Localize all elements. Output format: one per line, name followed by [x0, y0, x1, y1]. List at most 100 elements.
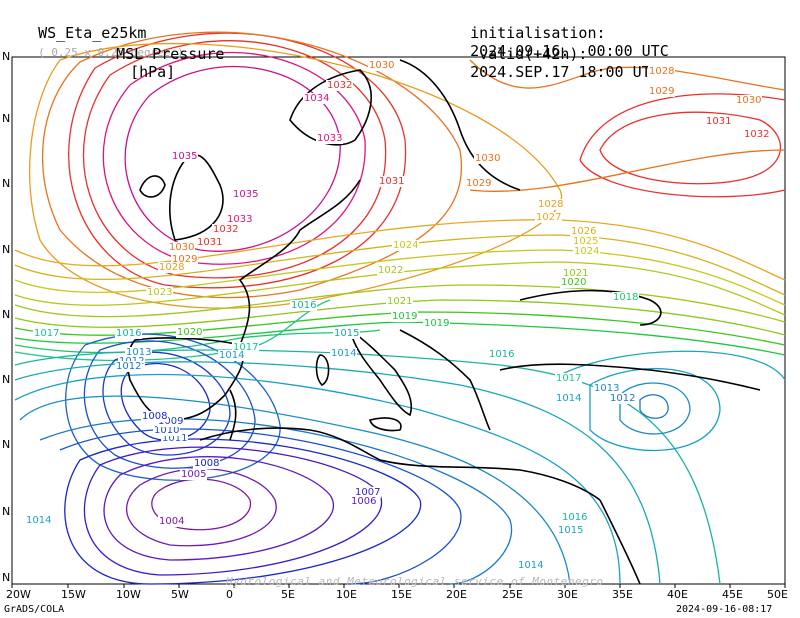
isobar-1033 — [102, 52, 366, 265]
isobar-label: 1029 — [648, 86, 676, 97]
isobar-label: 1004 — [158, 516, 186, 527]
isobar-label: 1019 — [391, 311, 419, 322]
x-tick-label: 15W — [61, 588, 86, 601]
isobar-label: 1027 — [535, 212, 563, 223]
init-value: 2024.09.16. 00:00 UTC — [470, 42, 669, 60]
x-ticks — [11, 584, 786, 588]
isobar-label: 1028 — [537, 199, 565, 210]
isobar-label: 1017 — [33, 328, 61, 339]
y-tick-label: N — [2, 571, 11, 584]
x-tick-label: 5E — [281, 588, 295, 601]
italy-coast — [349, 329, 413, 417]
y-tick-label: N — [2, 505, 11, 518]
isobar-1035 — [124, 65, 341, 252]
model-name: WS_Eta_e25km — [38, 24, 147, 42]
isobar-label: 1025 — [572, 236, 600, 247]
field-title: MSL Pressure [hPa] — [98, 27, 224, 81]
isobar-label: 1020 — [560, 277, 588, 288]
isobar-label: 1015 — [557, 525, 585, 536]
red-sea-coast — [599, 499, 641, 585]
isobar-label: 1022 — [377, 265, 405, 276]
x-tick-label: 40E — [667, 588, 688, 601]
isobar-label: 1024 — [573, 246, 601, 257]
isobar-label: 1010 — [153, 425, 181, 436]
valid-value: 2024.SEP.17 18:00 UTC — [470, 63, 660, 81]
resolution-label: ( 0.25 x 0.25 degree ) — [38, 46, 184, 59]
isobar-label: 1008 — [141, 411, 169, 422]
isobar-label: 1014 — [218, 350, 246, 361]
valid-line: valid(+42h): 2024.SEP.17 18:00 UTC — [452, 27, 660, 81]
isobar-label: 1033 — [226, 214, 254, 225]
x-tick-label: 20W — [6, 588, 31, 601]
morocco-coast — [229, 389, 237, 441]
isobar-label: 1034 — [303, 93, 331, 104]
isobar-label: 1028 — [158, 262, 186, 273]
isobar-label: 1011 — [161, 433, 189, 444]
isobar-label: 1014 — [517, 560, 545, 571]
isobar-label: 1017 — [232, 342, 260, 353]
isobar-label: 1032 — [743, 129, 771, 140]
ireland-coast — [139, 175, 166, 198]
isobar-label: 1028 — [648, 66, 676, 77]
isobar-label: 1030 — [368, 60, 396, 71]
isobar-label: 1007 — [354, 487, 382, 498]
turkey-coast — [499, 363, 761, 391]
isobar-label: 1030 — [168, 242, 196, 253]
isobar-label: 1026 — [570, 226, 598, 237]
isobar-label: 1019 — [423, 318, 451, 329]
isobar-label: 1035 — [232, 189, 260, 200]
isobar-label: 1015 — [333, 328, 361, 339]
isobar-label: 1016 — [488, 349, 516, 360]
isobar-label: 1032 — [326, 80, 354, 91]
isobar-layer — [14, 31, 786, 585]
init-line: initialisation: 2024.09.16. 00:00 UTC — [452, 6, 669, 60]
y-tick-label: N — [2, 50, 11, 63]
footer-right: 2024-09-16-08:17 — [676, 604, 773, 615]
isobar-label: 1013 — [125, 347, 153, 358]
isobar-label: 1005 — [180, 469, 208, 480]
isobar-label: 1031 — [196, 237, 224, 248]
x-tick-label: 0 — [226, 588, 233, 601]
y-tick-label: N — [2, 373, 11, 386]
isobar-1032e — [599, 111, 782, 185]
isobar-1028 — [28, 42, 563, 309]
init-label: initialisation: — [470, 24, 606, 42]
north-africa-coast — [199, 427, 601, 501]
isobar-label: 1016 — [561, 512, 589, 523]
isobar-label: 1029 — [465, 178, 493, 189]
isobar-label: 1006 — [350, 496, 378, 507]
watermark: Hydrological and Meteorological service … — [226, 575, 604, 588]
isobar-label: 1012 — [609, 393, 637, 404]
isobar-label: 1018 — [612, 292, 640, 303]
isobar-label: 1009 — [157, 416, 185, 427]
isobar-label: 1033 — [316, 133, 344, 144]
isobar-label: 1014 — [25, 515, 53, 526]
isobar-label: 1008 — [193, 458, 221, 469]
footer-left: GrADS/COLA — [4, 604, 65, 615]
isobar-label: 1014 — [555, 393, 583, 404]
isobar-label: 1013 — [593, 383, 621, 394]
uk-coast — [169, 154, 224, 241]
isobar-label: 1021 — [562, 268, 590, 279]
iberia-coast — [127, 337, 245, 421]
y-tick-label: N — [2, 177, 11, 190]
isobar-label: 1012 — [115, 361, 143, 372]
isobar-label: 1031 — [378, 176, 406, 187]
isobar-label: 1020 — [176, 327, 204, 338]
x-tick-label: 5W — [171, 588, 189, 601]
y-tick-label: N — [2, 308, 11, 321]
isobar-1032 — [82, 40, 387, 279]
x-tick-label: 10E — [336, 588, 357, 601]
x-tick-label: 15E — [391, 588, 412, 601]
field-name: MSL Pressure — [116, 45, 225, 63]
isobar-label: 1035 — [171, 151, 199, 162]
x-tick-label: 10W — [116, 588, 141, 601]
x-tick-label: 45E — [722, 588, 743, 601]
isobar-label: 1014 — [330, 348, 358, 359]
corsica-sardinia — [315, 354, 330, 386]
x-tick-label: 50E — [767, 588, 788, 601]
isobar-label: 1029 — [171, 254, 199, 265]
balkan-coast — [399, 329, 491, 431]
isobar-label: 1016 — [290, 300, 318, 311]
